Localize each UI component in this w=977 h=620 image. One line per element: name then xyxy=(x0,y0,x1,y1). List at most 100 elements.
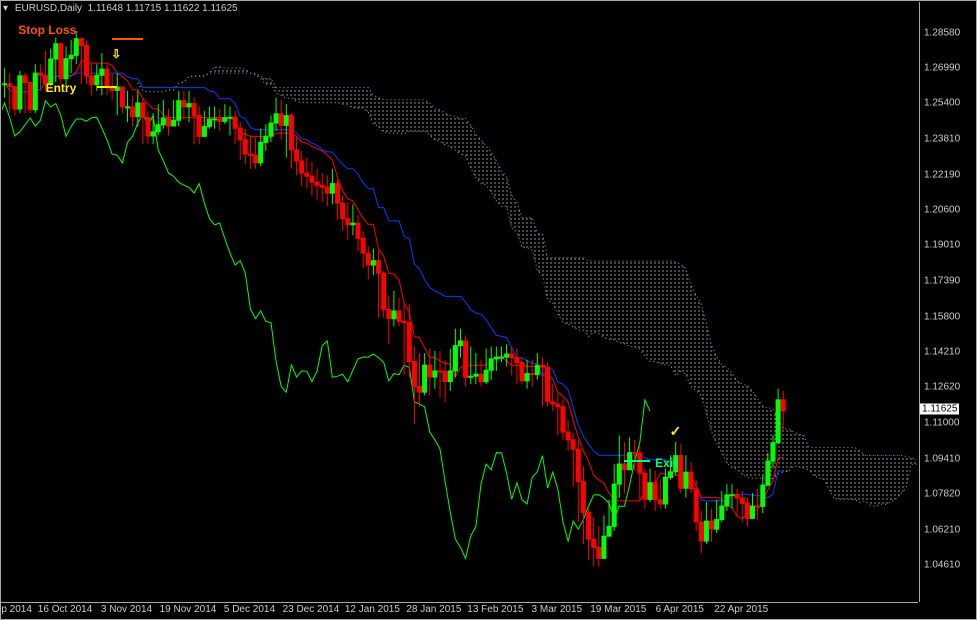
x-tick: 3 Mar 2015 xyxy=(532,604,583,615)
candle xyxy=(602,536,606,558)
candle xyxy=(459,341,463,346)
candle xyxy=(720,506,724,520)
candle xyxy=(243,140,247,154)
symbol-label: EURUSD,Daily xyxy=(15,3,82,14)
candle xyxy=(397,311,401,321)
y-tick: 1.15800 xyxy=(924,311,960,322)
candle xyxy=(187,104,191,107)
candle xyxy=(156,125,160,132)
chart-window: ▾ EURUSD,Daily 1.11648 1.11715 1.11622 1… xyxy=(0,0,977,620)
candle xyxy=(581,482,585,513)
y-tick: 1.19010 xyxy=(924,240,960,251)
x-tick: 6 Apr 2015 xyxy=(656,604,704,615)
candle xyxy=(469,376,473,377)
candle xyxy=(300,161,304,173)
candle xyxy=(433,371,437,377)
candle xyxy=(274,114,278,123)
candle xyxy=(126,107,130,108)
candle xyxy=(418,386,422,392)
candle xyxy=(177,101,181,121)
candle xyxy=(259,142,263,162)
candle xyxy=(766,461,770,485)
candle xyxy=(377,261,381,273)
chevron-down-icon[interactable]: ▾ xyxy=(3,3,8,14)
candle xyxy=(704,521,708,541)
candle xyxy=(228,117,232,118)
candle xyxy=(371,261,375,265)
y-tick: 1.09410 xyxy=(924,453,960,464)
x-tick: 19 Mar 2015 xyxy=(590,604,646,615)
candle xyxy=(336,184,340,204)
y-tick: 1.28580 xyxy=(924,27,960,38)
candle xyxy=(751,506,755,518)
candle xyxy=(663,477,667,504)
candle xyxy=(356,223,360,238)
candle xyxy=(197,116,201,137)
candle xyxy=(238,128,242,140)
x-tick: 5 Dec 2014 xyxy=(224,604,275,615)
candle xyxy=(556,404,560,407)
plot-area[interactable]: Stop Loss⇩Entry✓Exit xyxy=(2,2,920,602)
x-tick: 3 Nov 2014 xyxy=(101,604,152,615)
candle xyxy=(505,354,509,357)
annotation-label: Exit xyxy=(655,456,725,470)
candle xyxy=(597,547,601,558)
candle xyxy=(576,449,580,481)
candle xyxy=(264,136,268,142)
candle xyxy=(520,362,524,380)
candle xyxy=(141,103,145,118)
candle xyxy=(330,184,334,194)
annotation-label: Stop Loss xyxy=(6,23,76,37)
candle xyxy=(90,76,94,85)
y-tick: 1.04610 xyxy=(924,560,960,571)
candle xyxy=(658,500,662,504)
candle xyxy=(715,520,719,530)
candle xyxy=(223,118,227,122)
candle xyxy=(592,539,596,547)
ichimoku-cloud xyxy=(138,67,917,506)
candle xyxy=(530,374,534,375)
candle xyxy=(735,495,739,498)
candle xyxy=(233,117,237,128)
candle xyxy=(254,155,258,163)
candle xyxy=(279,114,283,126)
candle xyxy=(546,367,550,401)
candle xyxy=(525,374,529,381)
candle xyxy=(289,116,293,150)
candle xyxy=(622,464,626,470)
candle xyxy=(633,453,637,454)
candle xyxy=(412,362,416,387)
candle xyxy=(638,453,642,473)
candle xyxy=(202,126,206,136)
candle xyxy=(146,118,150,136)
candle xyxy=(725,495,729,506)
candle xyxy=(781,400,785,411)
y-tick: 1.11000 xyxy=(924,418,959,429)
x-tick: 28 Jan 2015 xyxy=(406,604,461,615)
candle xyxy=(100,69,104,75)
candle xyxy=(85,46,89,76)
candle xyxy=(172,120,176,126)
candle xyxy=(218,119,222,121)
candle xyxy=(74,39,78,56)
candle xyxy=(500,357,504,358)
candle xyxy=(428,365,432,377)
candle xyxy=(59,44,63,79)
candle xyxy=(689,472,693,489)
senkou-span-b xyxy=(138,73,917,460)
candle xyxy=(541,365,545,367)
candle xyxy=(54,44,58,59)
candle xyxy=(361,238,365,253)
annotation-line xyxy=(97,86,117,88)
candle xyxy=(213,119,217,120)
candle xyxy=(479,374,483,382)
price-canvas xyxy=(2,2,919,602)
candle xyxy=(320,185,324,187)
candle xyxy=(151,132,155,136)
candle xyxy=(648,483,652,500)
candle xyxy=(474,374,478,376)
y-tick: 1.06210 xyxy=(924,524,960,535)
x-tick: 22 Apr 2015 xyxy=(714,604,768,615)
candle xyxy=(305,173,309,176)
candle xyxy=(551,402,555,404)
